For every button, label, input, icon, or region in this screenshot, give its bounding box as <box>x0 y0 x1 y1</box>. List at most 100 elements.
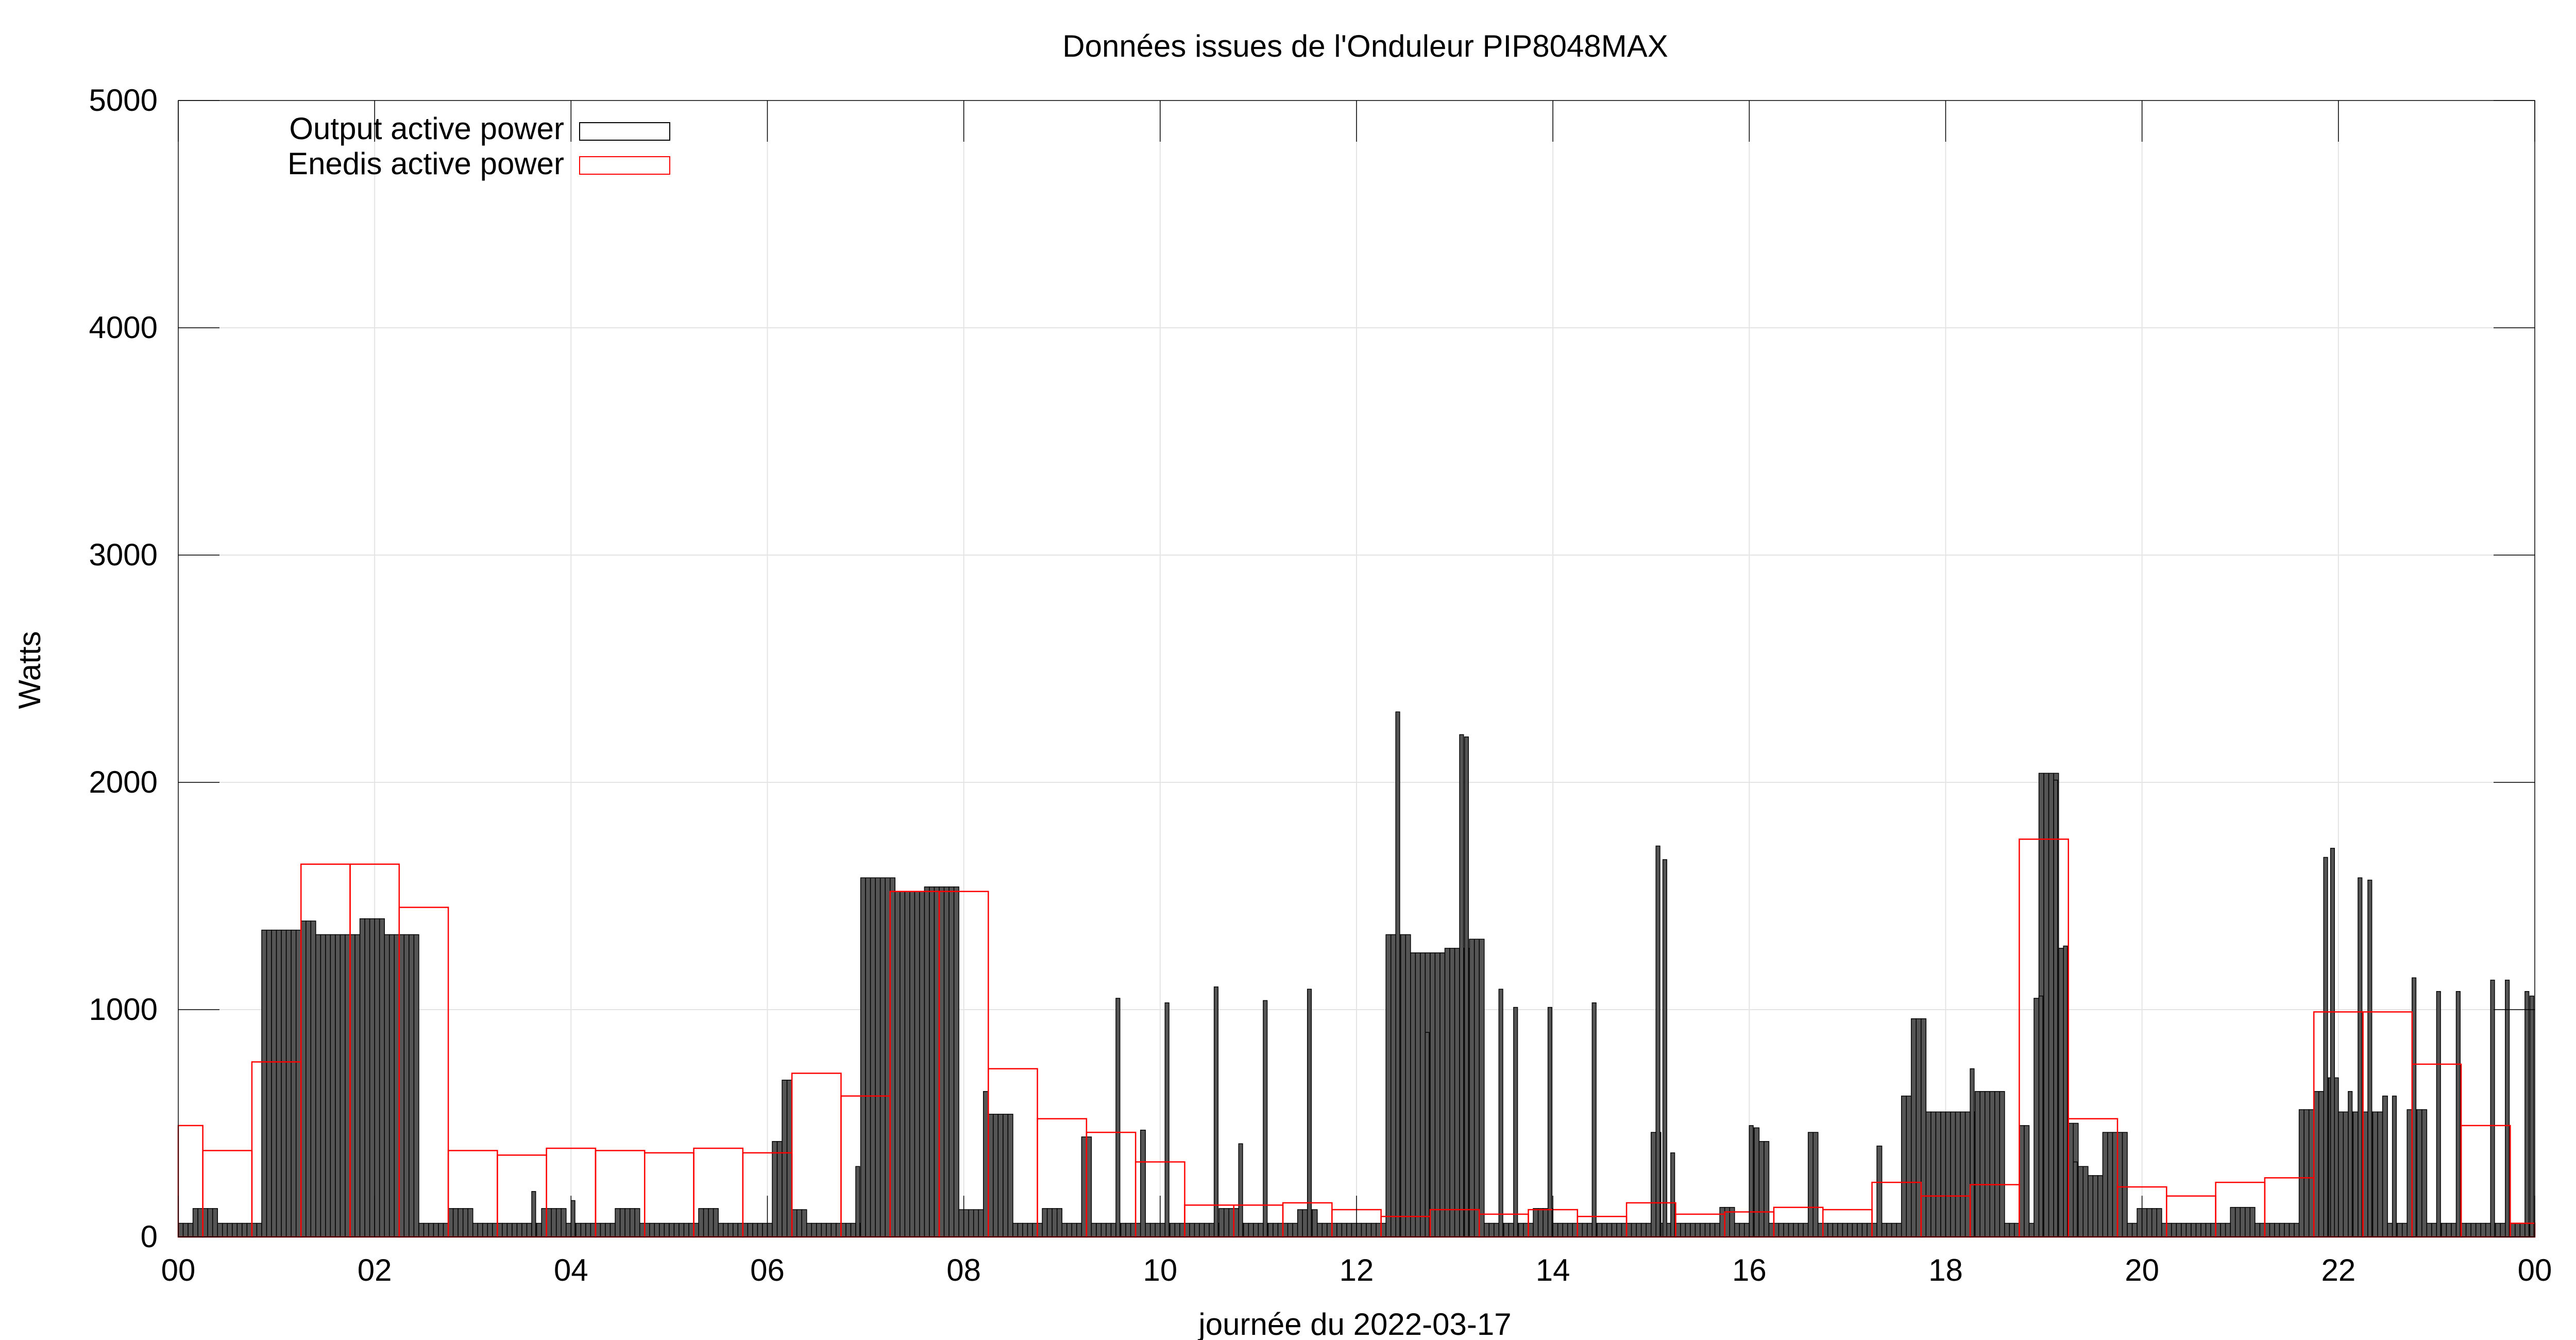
output-power-bar <box>2279 1222 2285 1237</box>
x-tick-label: 00 <box>2518 1253 2552 1287</box>
output-power-bar <box>546 1208 552 1237</box>
output-power-bar <box>1621 1222 1627 1237</box>
output-power-bar <box>2269 1222 2275 1237</box>
output-power-bar <box>2102 1132 2108 1237</box>
x-tick-label: 02 <box>358 1253 392 1287</box>
output-power-bar <box>2004 1222 2010 1237</box>
y-tick-label: 0 <box>141 1219 158 1254</box>
x-tick-label: 14 <box>1536 1253 1570 1287</box>
output-power-bar <box>1140 1129 1146 1237</box>
output-power-bar <box>232 1222 238 1237</box>
output-power-bar <box>1125 1222 1131 1237</box>
output-power-bars <box>178 711 2535 1237</box>
output-power-bar <box>497 1222 503 1237</box>
output-power-bar <box>2451 1222 2457 1237</box>
output-power-bar <box>492 1222 498 1237</box>
output-power-bar <box>693 1222 699 1237</box>
output-power-bar <box>2416 1109 2422 1237</box>
output-power-bar <box>664 1222 670 1237</box>
output-power-bar <box>2107 1132 2113 1237</box>
output-power-bar <box>1076 1222 1082 1237</box>
output-power-bar <box>2185 1222 2192 1237</box>
output-power-bar <box>1385 934 1392 1237</box>
output-power-bar <box>644 1222 650 1237</box>
output-power-bar <box>2137 1208 2143 1237</box>
legend-swatch-enedis <box>579 156 670 175</box>
output-power-bar <box>1484 1222 1490 1237</box>
output-power-bar <box>1523 1222 1529 1237</box>
output-power-bar <box>1876 1145 1883 1237</box>
output-power-bar <box>1106 1222 1112 1237</box>
output-power-bar <box>993 1114 999 1237</box>
output-power-bar <box>733 1222 739 1237</box>
output-power-bar <box>403 934 410 1237</box>
output-power-spike <box>2367 879 2372 1237</box>
output-power-bar <box>1788 1222 1794 1237</box>
output-power-bar <box>1798 1222 1804 1237</box>
output-power-bar <box>1503 1222 1510 1237</box>
output-power-bar <box>306 920 312 1237</box>
output-power-bar <box>369 918 375 1237</box>
output-power-bar <box>669 1222 675 1237</box>
output-power-bar <box>1636 1222 1642 1237</box>
output-power-bar <box>536 1222 542 1237</box>
output-power-bar <box>1803 1222 1809 1237</box>
output-power-bar <box>1194 1222 1200 1237</box>
output-power-bar <box>418 1222 425 1237</box>
output-power-bar <box>2255 1222 2261 1237</box>
output-power-bar <box>2461 1222 2467 1237</box>
output-power-bar <box>1228 1208 1234 1237</box>
output-power-bar <box>2097 1175 2104 1237</box>
output-power-bar <box>605 1222 611 1237</box>
output-power-bar <box>791 1209 798 1237</box>
output-power-bar <box>188 1222 194 1237</box>
output-power-bar <box>953 886 959 1237</box>
output-power-bar <box>2019 1125 2025 1237</box>
output-power-bar <box>1867 1222 1873 1237</box>
output-power-bar <box>2220 1222 2226 1237</box>
output-power-bar <box>202 1208 208 1237</box>
output-power-bar <box>2510 1222 2516 1237</box>
output-power-bar <box>1170 1222 1176 1237</box>
output-power-bar <box>2249 1207 2256 1237</box>
output-power-spike <box>855 1166 860 1237</box>
output-power-spike <box>1395 711 1400 1237</box>
output-power-bar <box>782 1079 788 1237</box>
output-power-bar <box>2480 1222 2486 1237</box>
output-power-bar <box>2024 1125 2030 1237</box>
output-power-bar <box>2117 1132 2123 1237</box>
output-power-bar <box>1606 1222 1613 1237</box>
output-power-bar <box>1646 1222 1652 1237</box>
output-power-bar <box>1327 1222 1333 1237</box>
output-power-bar <box>1587 1222 1593 1237</box>
output-power-bar <box>1096 1222 1102 1237</box>
output-power-bar <box>997 1114 1004 1237</box>
output-power-bar <box>649 1222 655 1237</box>
output-power-bar <box>619 1208 625 1237</box>
output-power-bar <box>595 1222 601 1237</box>
output-power-bar <box>718 1222 724 1237</box>
output-power-bar <box>722 1222 729 1237</box>
output-power-bar <box>1719 1207 1725 1237</box>
output-power-bar <box>1287 1222 1293 1237</box>
output-power-bar <box>1351 1222 1357 1237</box>
output-power-bar <box>698 1208 704 1237</box>
output-power-bar <box>462 1208 468 1237</box>
y-tick-label: 3000 <box>89 538 158 572</box>
output-power-spike <box>2323 857 2328 1237</box>
output-power-bar <box>197 1208 204 1237</box>
output-power-bar <box>2406 1109 2413 1237</box>
output-power-bar <box>894 891 901 1237</box>
output-power-bar <box>600 1222 606 1237</box>
output-power-bar <box>1135 1222 1141 1237</box>
output-power-bar <box>246 1222 252 1237</box>
output-power-bar <box>1410 952 1416 1237</box>
output-power-bar <box>1267 1222 1274 1237</box>
output-power-bar <box>2009 1222 2015 1237</box>
output-power-bar <box>349 934 355 1237</box>
output-power-bar <box>178 1222 184 1237</box>
output-power-bar <box>1361 1222 1367 1237</box>
output-power-bar <box>2122 1132 2128 1237</box>
output-power-bar <box>2195 1222 2201 1237</box>
